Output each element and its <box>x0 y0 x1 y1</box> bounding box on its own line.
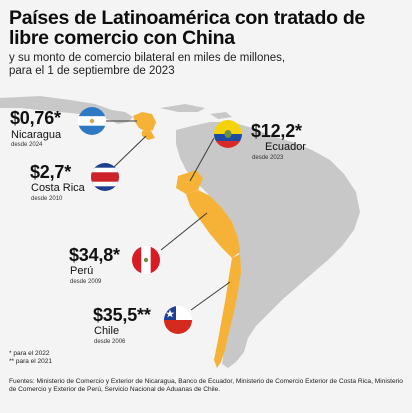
leader-peru <box>160 212 208 251</box>
chile-value: $35,5** <box>93 305 151 325</box>
page-title: Países de Latinoamérica con tratado de l… <box>9 7 365 49</box>
nicaragua-value: $0,76* <box>10 108 61 128</box>
ecuador-since: desde 2023 <box>252 155 284 161</box>
subtitle-line-1: y su monto de comercio bilateral en mile… <box>9 52 286 64</box>
subtitle-line-2: para el 1 de septiembre de 2023 <box>9 64 175 77</box>
nicaragua-since: desde 2024 <box>11 142 43 148</box>
footnote-1: * para el 2022 <box>9 350 50 357</box>
region-ecuador <box>176 170 203 194</box>
costa-rica-name: Costa Rica <box>31 182 85 194</box>
ecuador-value: $12,2* <box>251 121 302 141</box>
region-chile <box>214 254 241 368</box>
chile-since: desde 2006 <box>94 339 126 345</box>
peru-name: Perú <box>70 265 94 277</box>
leader-chile <box>190 281 231 311</box>
peru-flag-icon <box>132 246 160 274</box>
chile-flag-icon <box>164 306 192 334</box>
peru-since: desde 2009 <box>70 279 102 285</box>
sources: Fuentes: Ministerio de Comercio y Exteri… <box>9 378 403 393</box>
footnote-2: ** para el 2021 <box>9 357 53 365</box>
region-nicaragua <box>133 112 156 132</box>
costa-rica-since: desde 2010 <box>31 196 63 202</box>
nicaragua-flag-icon <box>78 107 106 135</box>
leader-ecuador <box>189 137 215 182</box>
ecuador-name: Ecuador <box>265 141 306 153</box>
nicaragua-name: Nicaragua <box>11 129 62 141</box>
costa-rica-flag-icon <box>91 163 119 191</box>
ecuador-flag-icon <box>214 120 242 148</box>
region-costa-rica <box>142 131 155 140</box>
land-cuba <box>160 104 205 112</box>
leader-costa-rica <box>112 135 147 169</box>
footnotes: * para el 2022 ** para el 2021 <box>9 350 52 365</box>
page-subtitle: y su monto de comercio bilateral en mile… <box>9 52 404 77</box>
costa-rica-value: $2,7* <box>30 162 72 182</box>
region-peru <box>186 190 240 258</box>
land-hispaniola <box>210 112 232 119</box>
peru-value: $34,8* <box>69 245 120 265</box>
land-south-america <box>176 122 360 368</box>
chile-name: Chile <box>94 325 120 337</box>
